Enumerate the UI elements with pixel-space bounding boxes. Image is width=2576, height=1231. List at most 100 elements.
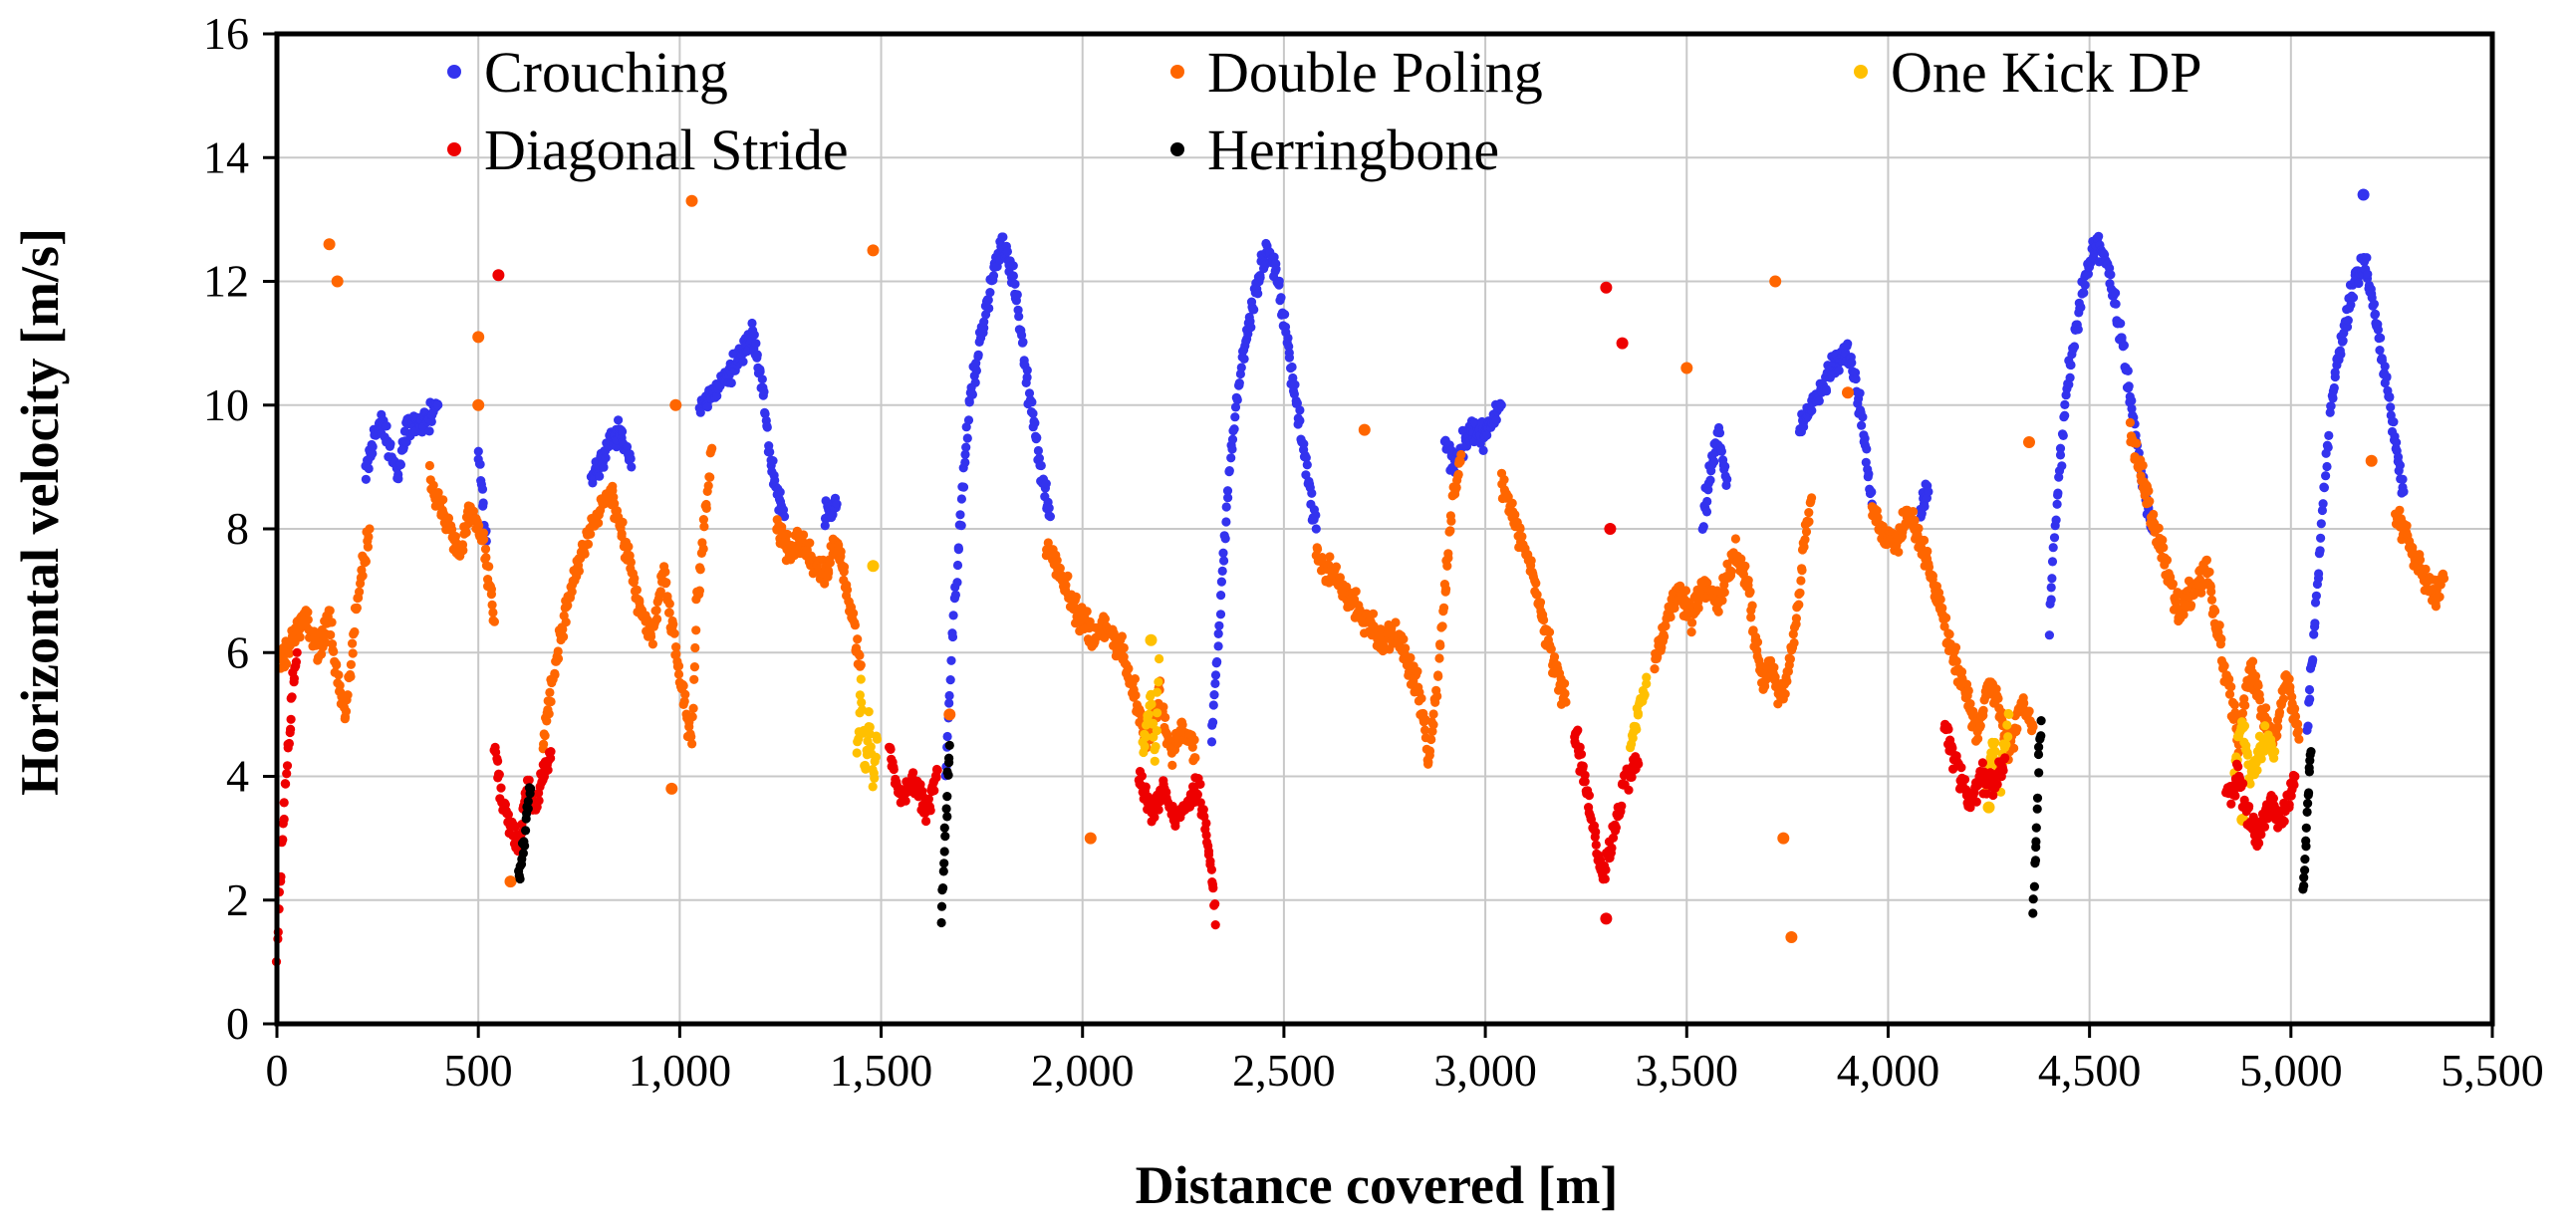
data-point [1213, 641, 1223, 651]
data-point [284, 738, 294, 749]
data-point [665, 782, 678, 795]
data-point [931, 773, 941, 783]
data-point [705, 472, 715, 482]
data-point [393, 474, 403, 484]
data-point [561, 617, 571, 627]
data-point [952, 560, 963, 571]
data-point [936, 901, 947, 911]
data-point [2034, 742, 2044, 752]
data-point [673, 661, 684, 671]
data-point [2256, 830, 2266, 840]
data-point [825, 558, 836, 568]
data-point [775, 487, 785, 497]
data-point [473, 446, 483, 456]
data-point [1990, 737, 2000, 748]
data-point [652, 614, 662, 624]
data-point [943, 770, 953, 780]
data-point [1022, 372, 1032, 382]
data-point [964, 397, 974, 407]
data-point [1752, 637, 1763, 647]
data-point [553, 646, 563, 656]
data-point [1661, 621, 1671, 631]
data-point [1147, 699, 1157, 709]
data-point [1219, 556, 1229, 566]
data-point [952, 578, 962, 588]
data-point [2319, 483, 2329, 493]
data-point [938, 883, 948, 893]
data-point [2242, 750, 2252, 760]
data-point [303, 608, 313, 617]
data-point [2254, 838, 2264, 849]
data-point [712, 391, 722, 401]
data-point [1709, 456, 1719, 467]
data-point [2117, 333, 2127, 343]
data-point [850, 620, 861, 630]
data-point [1342, 582, 1352, 592]
data-point [326, 629, 336, 640]
data-point [595, 471, 605, 481]
data-point [901, 796, 910, 806]
data-point [1624, 785, 1634, 795]
data-point [1424, 746, 1435, 756]
data-point [279, 798, 289, 808]
data-point [1956, 667, 1967, 677]
data-point [2162, 555, 2173, 566]
data-point [970, 377, 980, 387]
data-point [1441, 585, 1451, 595]
data-point [346, 671, 356, 682]
data-point [1847, 358, 1857, 368]
data-point [1192, 790, 1202, 800]
data-point [856, 674, 866, 684]
data-point [291, 657, 301, 667]
data-point [687, 712, 697, 722]
legend-label: One Kick DP [1891, 40, 2202, 105]
data-point [1432, 691, 1442, 701]
data-point [1358, 423, 1371, 436]
data-point [1437, 621, 1447, 631]
data-point [1998, 765, 2008, 776]
data-point [1150, 813, 1159, 823]
data-point [2224, 689, 2235, 699]
data-point [946, 655, 956, 665]
data-point [940, 832, 950, 842]
data-point [2284, 674, 2294, 684]
data-point [468, 506, 478, 516]
data-point [2287, 692, 2297, 702]
data-point [2250, 671, 2261, 681]
data-point [2316, 519, 2326, 529]
series-crouching [361, 188, 2409, 781]
data-point [1743, 576, 1753, 586]
data-point [1227, 434, 1238, 444]
data-point [1963, 685, 1973, 696]
data-point [1417, 693, 1426, 703]
data-point [849, 609, 859, 618]
data-point [1730, 534, 1740, 544]
data-point [1187, 742, 1197, 752]
data-point [962, 433, 972, 443]
data-point [1860, 433, 1870, 443]
data-point [1705, 475, 1715, 485]
data-point [2030, 856, 2041, 865]
legend-marker [1170, 142, 1184, 156]
data-point [839, 562, 850, 572]
data-point [2034, 768, 2044, 778]
data-point [1032, 432, 1042, 443]
data-point [567, 587, 577, 597]
data-point [484, 562, 494, 572]
data-point [1640, 689, 1650, 700]
data-point [1799, 421, 1809, 432]
data-point [1861, 457, 1871, 467]
data-point [1438, 603, 1449, 613]
data-point [759, 386, 769, 396]
data-point [1580, 770, 1590, 780]
data-point [1236, 363, 1246, 372]
data-point [2308, 654, 2318, 665]
data-point [1246, 323, 1256, 333]
data-point [679, 696, 689, 706]
data-point [1693, 595, 1703, 605]
data-point [2219, 661, 2229, 671]
data-point [2382, 371, 2392, 381]
data-point [2024, 706, 2034, 716]
data-point [1789, 637, 1799, 648]
